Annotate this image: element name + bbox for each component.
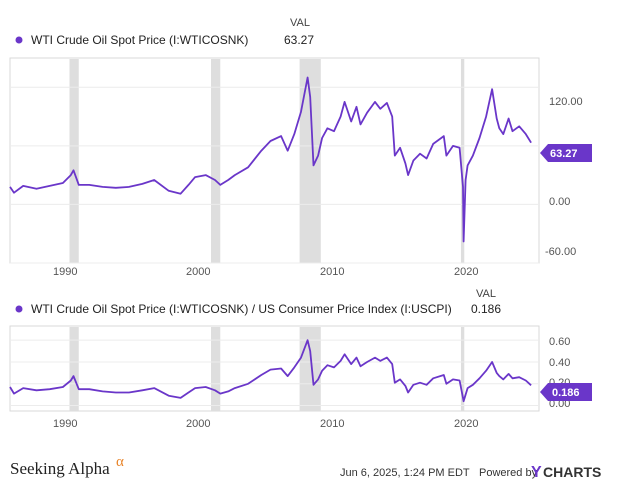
ycharts-logo-y: Y (531, 464, 542, 481)
series-line-wti-cpi-ratio (9, 339, 532, 403)
y-gridlines-1 (10, 86, 539, 264)
x-tick-label-1-1: 2000 (186, 266, 210, 278)
plot-frame-2 (9, 325, 540, 412)
x-tick-label-1-0: 1990 (53, 266, 77, 278)
legend-series-name-1[interactable]: WTI Crude Oil Spot Price (I:WTICOSNK) (31, 33, 248, 47)
plot-area-2 (9, 325, 540, 412)
plot-frame-1 (9, 57, 540, 264)
footer-powered-by: Powered by (479, 467, 538, 479)
recession-band (460, 327, 465, 411)
recession-bands-2 (69, 327, 465, 411)
legend-marker-2 (15, 305, 23, 313)
legend-series-value-2: 0.186 (471, 302, 501, 316)
x-tick-label-2-3: 2020 (454, 418, 478, 430)
series-line-wti (9, 76, 532, 243)
recession-band (69, 59, 79, 263)
recession-band (460, 59, 465, 263)
footer-timestamp: Jun 6, 2025, 1:24 PM EDT (340, 467, 470, 479)
last-value-flag-shape-1 (540, 144, 592, 162)
y-tick-label-2-0: 0.60 (549, 336, 570, 348)
y-tick-label-1-0: 120.00 (549, 96, 583, 108)
ycharts-logo[interactable]: Y CHARTS (531, 464, 601, 481)
recession-band (211, 327, 221, 411)
y-tick-label-1-2: -60.00 (545, 246, 576, 258)
y-tick-label-2-1: 0.40 (549, 357, 570, 369)
ycharts-logo-rest: CHARTS (543, 464, 601, 480)
seeking-alpha-logo[interactable]: Seeking Alpha α (10, 454, 124, 478)
last-value-flag-2: 0.186 (540, 383, 592, 401)
legend-value-header-2: VAL (476, 288, 496, 300)
legend-marker-1 (15, 36, 23, 44)
legend-value-header-1: VAL (290, 17, 310, 29)
recession-band (69, 327, 79, 411)
alpha-symbol-icon: α (116, 454, 124, 470)
y-tick-label-1-1: 0.00 (549, 196, 570, 208)
last-value-flag-shape-2 (540, 383, 592, 401)
x-tick-label-1-2: 2010 (320, 266, 344, 278)
x-tick-label-2-2: 2010 (320, 418, 344, 430)
plot-area-1 (9, 57, 540, 264)
legend-series-value-1: 63.27 (284, 33, 314, 47)
recession-band (299, 59, 321, 263)
legend-series-name-2[interactable]: WTI Crude Oil Spot Price (I:WTICOSNK) / … (31, 302, 452, 316)
last-value-flag-text-1: 63.27 (550, 148, 578, 160)
recession-band (299, 327, 321, 411)
recession-band (211, 59, 221, 263)
seeking-alpha-brand-text: Seeking Alpha (10, 459, 110, 478)
recession-bands-1 (69, 59, 465, 263)
last-value-flag-1: 63.27 (540, 144, 592, 162)
x-tick-label-1-3: 2020 (454, 266, 478, 278)
x-tick-label-2-1: 2000 (186, 418, 210, 430)
y-gridlines-2 (10, 339, 539, 407)
x-tick-label-2-0: 1990 (53, 418, 77, 430)
last-value-flag-text-2: 0.186 (552, 387, 580, 399)
